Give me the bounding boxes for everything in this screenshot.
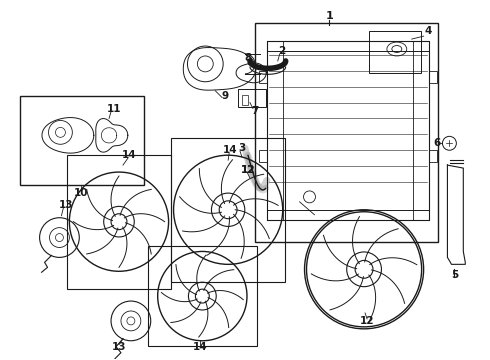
Text: 5: 5 [451, 270, 458, 280]
Bar [413, 41, 429, 220]
Text: 11: 11 [107, 104, 121, 113]
Bar [429, 150, 437, 162]
Bar [242, 95, 248, 105]
Text: 14: 14 [122, 150, 136, 160]
Text: 13: 13 [112, 342, 126, 352]
Text: 10: 10 [74, 188, 89, 198]
Bar [259, 150, 267, 162]
Bar [267, 210, 429, 220]
Text: 13: 13 [59, 200, 74, 210]
Bar [267, 41, 283, 220]
Bar [20, 96, 144, 185]
Text: 12: 12 [241, 165, 255, 175]
Text: 2: 2 [278, 46, 285, 56]
Bar [255, 23, 439, 242]
Bar [369, 31, 420, 73]
Text: 9: 9 [221, 91, 229, 101]
Text: 8: 8 [245, 53, 251, 63]
Text: 6: 6 [433, 138, 440, 148]
Text: 14: 14 [193, 342, 208, 352]
Bar [259, 71, 267, 83]
Bar [171, 138, 285, 282]
Bar [238, 89, 266, 107]
Text: 4: 4 [425, 26, 432, 36]
Bar [267, 41, 429, 220]
Bar [67, 155, 171, 289]
Bar [267, 41, 429, 51]
Text: 7: 7 [251, 105, 259, 116]
Bar [148, 247, 257, 346]
Text: 1: 1 [325, 11, 333, 21]
Bar [429, 71, 437, 83]
Text: 12: 12 [360, 316, 374, 326]
Text: 3: 3 [239, 143, 245, 153]
Text: 14: 14 [223, 145, 238, 155]
Text: 12: 12 [241, 165, 255, 175]
